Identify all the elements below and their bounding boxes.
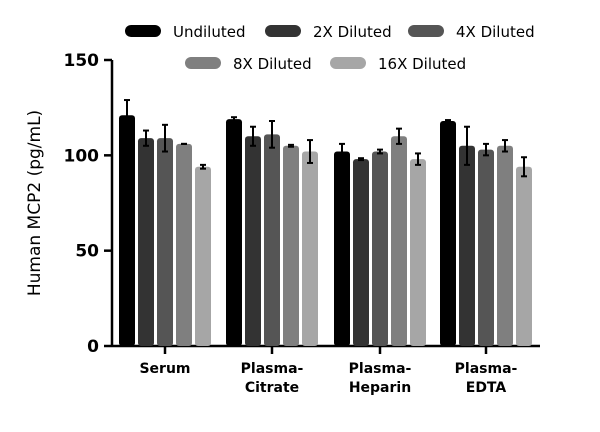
legend-swatch xyxy=(330,57,366,69)
legend-swatch xyxy=(408,25,444,37)
legend-label: 8X Diluted xyxy=(233,55,312,73)
x-tick-label: EDTA xyxy=(466,380,507,396)
bar xyxy=(497,145,513,346)
legend-label: Undiluted xyxy=(173,23,245,41)
x-tick-label: Citrate xyxy=(245,380,299,396)
bar xyxy=(353,159,369,346)
bar xyxy=(478,149,494,346)
bar xyxy=(195,166,211,346)
bar xyxy=(283,145,299,346)
x-tick-label: Serum xyxy=(139,361,190,377)
bar xyxy=(372,151,388,346)
legend: Undiluted 2X Diluted 4X Diluted 8X Diluted 1… xyxy=(125,23,535,73)
y-tick-label: 100 xyxy=(64,146,100,166)
bars xyxy=(119,99,532,347)
bar xyxy=(264,134,280,346)
bar xyxy=(440,121,456,346)
y-tick-label: 0 xyxy=(87,337,99,357)
bar xyxy=(176,143,192,346)
bar xyxy=(459,145,475,346)
legend-label: 4X Diluted xyxy=(456,23,535,41)
y-axis-label: Human MCP2 (pg/mL) xyxy=(25,110,45,296)
y-tick-label: 50 xyxy=(75,242,99,262)
legend-swatch xyxy=(265,25,301,37)
bar xyxy=(516,166,532,346)
x-tick-label: Plasma- xyxy=(349,361,412,377)
legend-swatch xyxy=(125,25,161,37)
legend-label: 16X Diluted xyxy=(378,55,466,73)
bar xyxy=(226,119,242,347)
bar xyxy=(410,159,426,346)
bar xyxy=(138,138,154,346)
x-tick-label: Heparin xyxy=(349,380,411,396)
bar xyxy=(157,138,173,346)
legend-swatch xyxy=(185,57,221,69)
x-tick-label: Plasma- xyxy=(455,361,518,377)
bar xyxy=(119,115,135,346)
y-tick-label: 150 xyxy=(64,51,100,71)
bar xyxy=(334,151,350,346)
legend-label: 2X Diluted xyxy=(313,23,392,41)
bar xyxy=(302,151,318,346)
bar xyxy=(391,136,407,346)
x-tick-label: Plasma- xyxy=(241,361,304,377)
bar xyxy=(245,136,261,346)
